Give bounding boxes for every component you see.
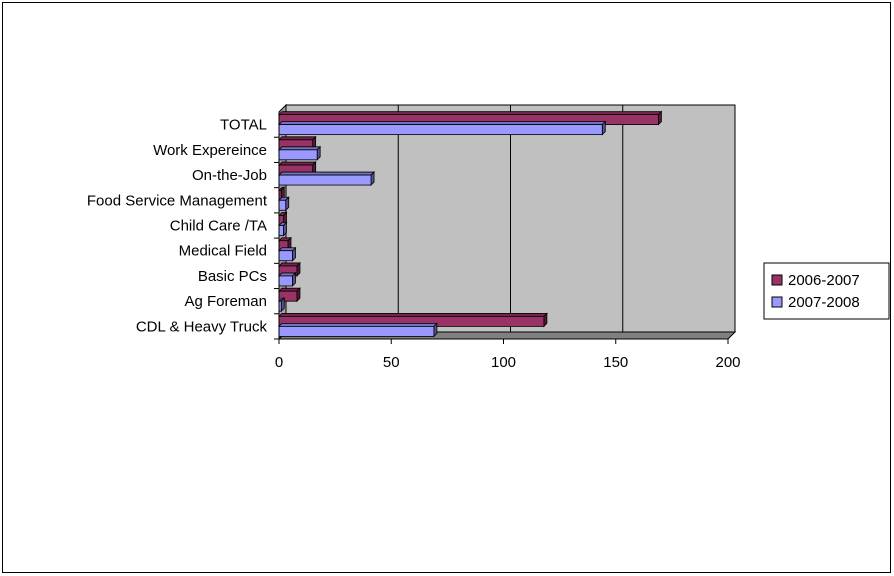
- legend-box: [763, 262, 890, 320]
- bar-top-2007-2008: [278, 121, 607, 126]
- x-tick-label: 150: [603, 354, 628, 371]
- bar-top-2006-2007: [278, 312, 548, 317]
- bar-2007-2008: [278, 325, 435, 337]
- y-tick-label: TOTAL: [220, 117, 267, 134]
- y-tick-label: Medical Field: [179, 243, 267, 260]
- y-tick-label: Basic PCs: [198, 268, 267, 285]
- bar-2007-2008: [278, 275, 293, 287]
- y-tick-label: Ag Foreman: [184, 293, 267, 310]
- legend-label: 2007-2008: [788, 294, 860, 311]
- bar-top-2007-2008: [278, 146, 322, 151]
- bar-top-2006-2007: [278, 262, 301, 267]
- bar-top-2007-2008: [278, 171, 376, 176]
- x-tick-label: 0: [275, 354, 283, 371]
- y-tick-label: Work Expereince: [153, 142, 267, 159]
- bar-2007-2008: [278, 124, 603, 136]
- x-tick-label: 50: [383, 354, 400, 371]
- x-tick-label: 100: [491, 354, 516, 371]
- bar-top-2006-2007: [278, 136, 317, 141]
- legend-swatch: [771, 274, 783, 286]
- bar-2007-2008: [278, 174, 372, 186]
- y-tick-label: On-the-Job: [192, 167, 267, 184]
- y-tick-label: Child Care /TA: [170, 218, 267, 235]
- bar-top-2007-2008: [278, 322, 438, 327]
- legend-label: 2006-2007: [788, 272, 860, 289]
- bar-top-2006-2007: [278, 287, 301, 292]
- bar-2007-2008: [278, 250, 293, 262]
- bar-2007-2008: [278, 199, 287, 211]
- y-tick-label: CDL & Heavy Truck: [136, 318, 268, 335]
- bar-2007-2008: [278, 149, 318, 161]
- bar-top-2006-2007: [278, 111, 663, 116]
- bar-2007-2008: [278, 225, 284, 236]
- bar-top-2006-2007: [278, 161, 317, 166]
- y-tick-label: Food Service Management: [87, 192, 268, 209]
- x-tick-label: 200: [715, 354, 740, 371]
- legend-swatch: [771, 296, 783, 308]
